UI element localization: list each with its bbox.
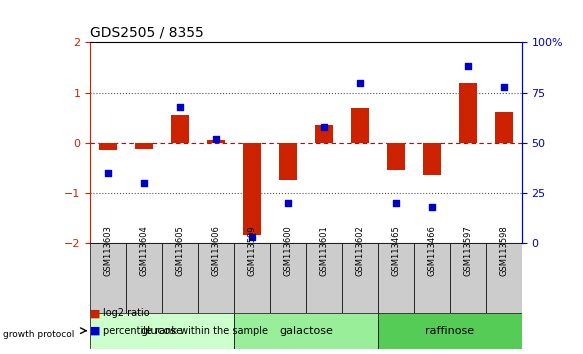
Text: GSM113605: GSM113605 xyxy=(175,225,185,276)
Bar xyxy=(99,143,117,150)
Text: raffinose: raffinose xyxy=(426,326,475,336)
Point xyxy=(355,80,365,85)
Bar xyxy=(171,115,189,143)
Point xyxy=(319,124,329,129)
Text: GSM113600: GSM113600 xyxy=(283,225,293,276)
Bar xyxy=(306,242,342,313)
Bar xyxy=(342,242,378,313)
Point xyxy=(212,136,221,141)
Bar xyxy=(234,242,270,313)
Text: GSM113466: GSM113466 xyxy=(427,225,437,276)
Bar xyxy=(423,143,441,175)
Bar xyxy=(198,242,234,313)
Bar xyxy=(270,242,306,313)
Bar xyxy=(135,143,153,149)
Bar xyxy=(207,140,225,143)
Bar xyxy=(315,125,333,143)
Bar xyxy=(351,108,369,143)
Text: glucose: glucose xyxy=(141,326,184,336)
Bar xyxy=(234,313,378,349)
Point xyxy=(463,64,472,69)
Bar xyxy=(378,313,522,349)
Bar xyxy=(495,112,513,143)
Text: GSM113601: GSM113601 xyxy=(319,225,329,276)
Text: GSM113598: GSM113598 xyxy=(499,225,508,276)
Bar xyxy=(450,242,486,313)
Text: ■: ■ xyxy=(90,326,101,336)
Point xyxy=(175,104,185,109)
Bar xyxy=(378,242,414,313)
Bar xyxy=(279,143,297,180)
Point xyxy=(283,200,293,205)
Text: log2 ratio: log2 ratio xyxy=(103,308,150,318)
Text: GSM113604: GSM113604 xyxy=(140,225,149,276)
Text: GSM113597: GSM113597 xyxy=(463,225,472,276)
Text: ■: ■ xyxy=(90,308,101,318)
Text: GSM113465: GSM113465 xyxy=(391,225,401,276)
Point xyxy=(104,170,113,175)
Text: GDS2505 / 8355: GDS2505 / 8355 xyxy=(90,26,204,40)
Text: growth protocol: growth protocol xyxy=(3,330,74,339)
Point xyxy=(139,180,149,185)
Point xyxy=(247,234,257,239)
Text: GSM113602: GSM113602 xyxy=(356,225,364,276)
Text: GSM113599: GSM113599 xyxy=(248,225,257,276)
Text: GSM113606: GSM113606 xyxy=(212,225,221,276)
Bar xyxy=(90,313,234,349)
Bar xyxy=(459,82,477,143)
Point xyxy=(499,84,508,89)
Bar xyxy=(486,242,522,313)
Bar xyxy=(162,242,198,313)
Text: galactose: galactose xyxy=(279,326,333,336)
Text: GSM113603: GSM113603 xyxy=(104,225,113,276)
Bar xyxy=(90,242,127,313)
Text: percentile rank within the sample: percentile rank within the sample xyxy=(103,326,268,336)
Bar xyxy=(127,242,162,313)
Point xyxy=(427,204,437,210)
Point xyxy=(391,200,401,205)
Bar xyxy=(414,242,450,313)
Bar xyxy=(243,143,261,235)
Bar xyxy=(387,143,405,170)
